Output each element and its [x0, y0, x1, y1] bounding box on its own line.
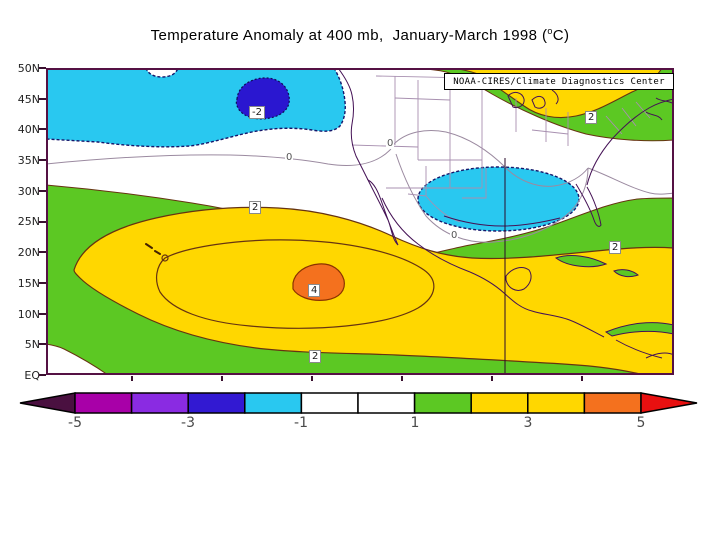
lat-label-eq: EQ [24, 369, 40, 382]
colorbar-arrow-high [640, 392, 698, 414]
credit-text: NOAA-CIRES/Climate Diagnostics Center [453, 76, 665, 87]
lat-tick [39, 159, 46, 161]
contour-line-3 [155, 239, 435, 329]
contour-label-zero-pacific: 0 [285, 152, 294, 163]
mexico-west-coast [381, 197, 471, 273]
hawaii-island-chain [145, 243, 161, 255]
region-orange-4-core [292, 263, 345, 301]
colorbar-label-minus1: -1 [294, 415, 308, 431]
contour-label-2-south: 2 [309, 350, 322, 363]
map-panel: NOAA-CIRES/Climate Diagnostics Center -2… [46, 68, 674, 375]
lat-label-45n: 45N [17, 93, 40, 106]
colorbar-arrow-low [19, 392, 76, 414]
lon-tick [401, 376, 403, 381]
lat-tick [39, 67, 46, 69]
colorbar-seg-2 [130, 392, 189, 414]
great-lakes [507, 89, 559, 109]
lat-label-30n: 30N [17, 185, 40, 198]
map-frame [46, 68, 674, 375]
contour-line-0-west [46, 143, 395, 166]
lon-tick [131, 376, 133, 381]
lon-tick [491, 376, 493, 381]
title-suffix: C) [552, 27, 570, 44]
west-coast [337, 68, 369, 181]
lat-label-20n: 20N [17, 246, 40, 259]
colorbar-label-5: 5 [636, 415, 646, 431]
contour-label-2-northeast: 2 [585, 111, 598, 124]
figure-title: Temperature Anomaly at 400 mb, January-M… [0, 26, 720, 44]
coastlines [337, 68, 674, 338]
lat-tick [39, 343, 46, 345]
lat-label-15n: 15N [17, 277, 40, 290]
contour-map-canvas [46, 68, 674, 375]
title-text: Temperature Anomaly at 400 mb, January-M… [150, 27, 548, 44]
us-east-coast [586, 98, 674, 186]
lat-tick [39, 251, 46, 253]
colorbar-label-3: 3 [523, 415, 533, 431]
yucatan [505, 267, 532, 291]
central-america [469, 271, 605, 338]
lat-label-50n: 50N [17, 62, 40, 75]
lat-label-40n: 40N [17, 123, 40, 136]
contour-label-minus2: -2 [249, 106, 265, 119]
lat-tick [39, 313, 46, 315]
lat-tick [39, 282, 46, 284]
contour-line-0-north [393, 130, 589, 187]
region-yellow-tropical [73, 206, 674, 375]
colorbar-seg-6 [357, 392, 416, 414]
hispaniola [613, 269, 639, 278]
lat-tick [39, 190, 46, 192]
colorbar-seg-8 [470, 392, 529, 414]
lat-label-5n: 5N [24, 338, 40, 351]
florida [575, 183, 602, 227]
colorbar-seg-7 [413, 392, 472, 414]
lat-tick [39, 98, 46, 100]
lon-tick [581, 376, 583, 381]
colorbar-seg-1 [74, 392, 133, 414]
hawaii-big-island-outline [161, 254, 169, 262]
lat-label-35n: 35N [17, 154, 40, 167]
contour-line-0-gulf-loop [395, 153, 589, 243]
title-degree-symbol: o [547, 26, 553, 36]
lat-label-10n: 10N [17, 308, 40, 321]
lon-tick [221, 376, 223, 381]
south-america-north-coast [604, 322, 674, 337]
lat-tick [39, 221, 46, 223]
contour-label-4-core: 4 [308, 284, 321, 297]
contour-label-2-caribbean: 2 [609, 241, 622, 254]
contour-line-neg1-dashed [46, 68, 346, 148]
gulf-coast [443, 215, 561, 227]
colorbar-label-1: 1 [410, 415, 420, 431]
colorbar-label-minus3: -3 [181, 415, 195, 431]
credit-box: NOAA-CIRES/Climate Diagnostics Center [444, 73, 674, 90]
lat-tick [39, 128, 46, 130]
contour-label-zero-rockies: 0 [386, 138, 395, 149]
colorbar-seg-3 [187, 392, 246, 414]
lon-tick [311, 376, 313, 381]
contour-line-0-atlantic [587, 167, 674, 195]
lat-tick [39, 374, 46, 376]
contour-label-zero-gulf: 0 [450, 230, 459, 241]
colorbar [19, 392, 698, 414]
colorbar-seg-10 [583, 392, 642, 414]
cuba [554, 255, 608, 268]
contour-label-2-pacific: 2 [249, 201, 262, 214]
lat-label-25n: 25N [17, 215, 40, 228]
baja-california [366, 178, 399, 246]
colorbar-seg-9 [527, 392, 586, 414]
region-cyan-texas [417, 166, 580, 232]
colorbar-seg-5 [300, 392, 359, 414]
colorbar-seg-4 [244, 392, 303, 414]
colorbar-label-minus5: -5 [68, 415, 82, 431]
